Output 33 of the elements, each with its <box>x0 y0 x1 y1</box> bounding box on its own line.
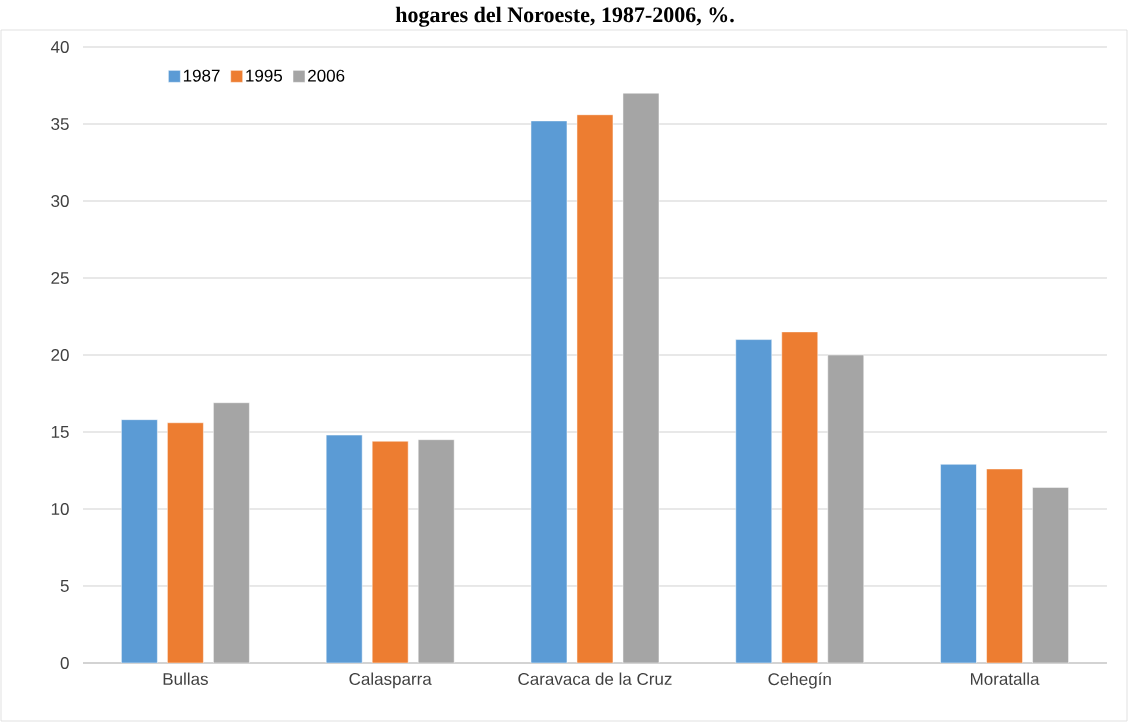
bar <box>781 331 819 663</box>
bar <box>417 439 455 663</box>
legend-label: 1987 <box>183 69 220 82</box>
legend-label: 1995 <box>246 69 283 82</box>
bar <box>121 419 158 663</box>
bar <box>325 434 363 663</box>
bar <box>986 468 1023 663</box>
legend-label: 2006 <box>308 69 345 82</box>
bar <box>735 339 773 663</box>
y-tick-label: 5 <box>60 580 69 592</box>
y-tick-label: 30 <box>51 194 69 208</box>
x-tick-label: Moratalla <box>970 672 1040 686</box>
x-tick-label: Bullas <box>163 672 208 686</box>
y-tick-label: 15 <box>51 426 69 438</box>
y-tick-label: 40 <box>50 40 69 54</box>
bar <box>167 422 204 663</box>
y-tick-label: 35 <box>51 117 69 131</box>
bar <box>371 440 409 663</box>
x-tick-label: Cehegín <box>768 672 831 689</box>
bar <box>827 354 865 663</box>
chart-title: hogares del Noroeste, 1987-2006, %. <box>395 6 734 27</box>
bar <box>213 402 250 663</box>
bar <box>576 114 614 663</box>
x-tick-label: Caravaca de la Cruz <box>518 672 672 686</box>
y-tick-label: 25 <box>51 271 69 285</box>
y-tick-label: 20 <box>51 348 69 362</box>
bar <box>940 464 977 663</box>
bar <box>530 120 568 663</box>
bar <box>1032 487 1069 663</box>
bar <box>622 92 660 663</box>
x-tick-label: Calasparra <box>349 672 432 689</box>
y-tick-label: 10 <box>51 502 69 516</box>
y-tick-label: 0 <box>60 656 69 670</box>
